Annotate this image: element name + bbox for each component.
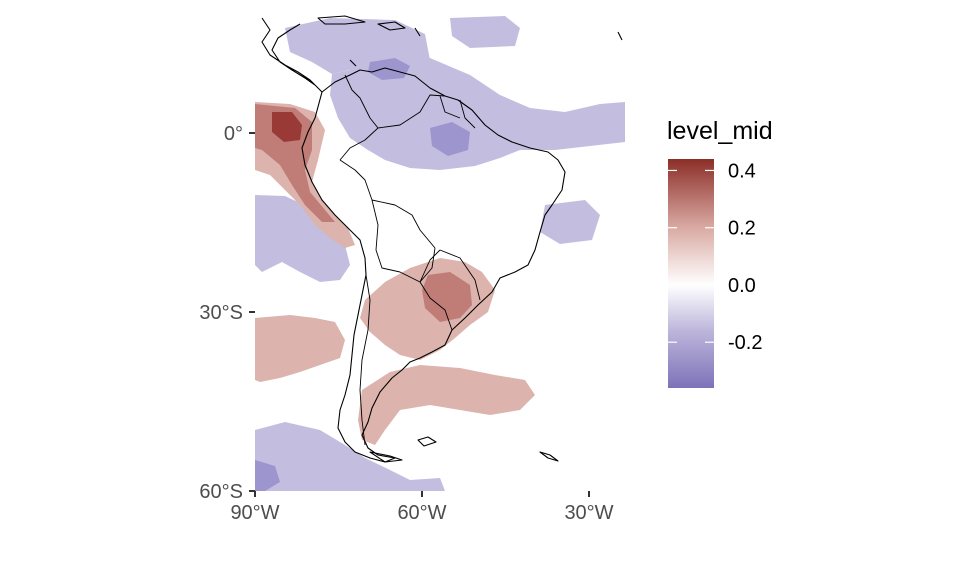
southern-ocean-negative-region (255, 422, 445, 491)
falklands-coastline (418, 437, 436, 446)
legend-tick-label: 0.4 (728, 160, 756, 182)
map-panel (255, 16, 625, 491)
atlantic-north-negative-region (450, 16, 520, 48)
lon-tick-label: 90°W (230, 502, 279, 524)
lat-tick-label: 30°S (199, 302, 243, 324)
south-georgia-coastline (540, 452, 558, 461)
legend-title: level_mid (667, 117, 773, 145)
colorbar-legend: level_mid 0.4 0.2 0.0 -0.2 (667, 117, 773, 388)
lon-tick-label: 30°W (564, 502, 613, 524)
legend-tick-label: 0.0 (728, 275, 756, 297)
tierra-del-fuego-coastline (370, 452, 402, 462)
legend-tick-label: 0.2 (728, 218, 756, 240)
legend-tick-label: -0.2 (728, 332, 762, 354)
atlantic-east-negative-region (540, 200, 600, 244)
lon-tick-label: 60°W (397, 502, 446, 524)
latitude-axis: 0° 30°S 60°S (199, 123, 255, 503)
legend-colorbar (668, 159, 714, 388)
patagonia-positive-region (358, 365, 535, 445)
negative-anomaly-regions (255, 16, 625, 491)
lat-tick-label: 60°S (199, 481, 243, 503)
lat-tick-label: 0° (224, 123, 243, 145)
longitude-axis: 90°W 60°W 30°W (230, 491, 613, 524)
pacific-southeast-positive-region (255, 315, 345, 382)
